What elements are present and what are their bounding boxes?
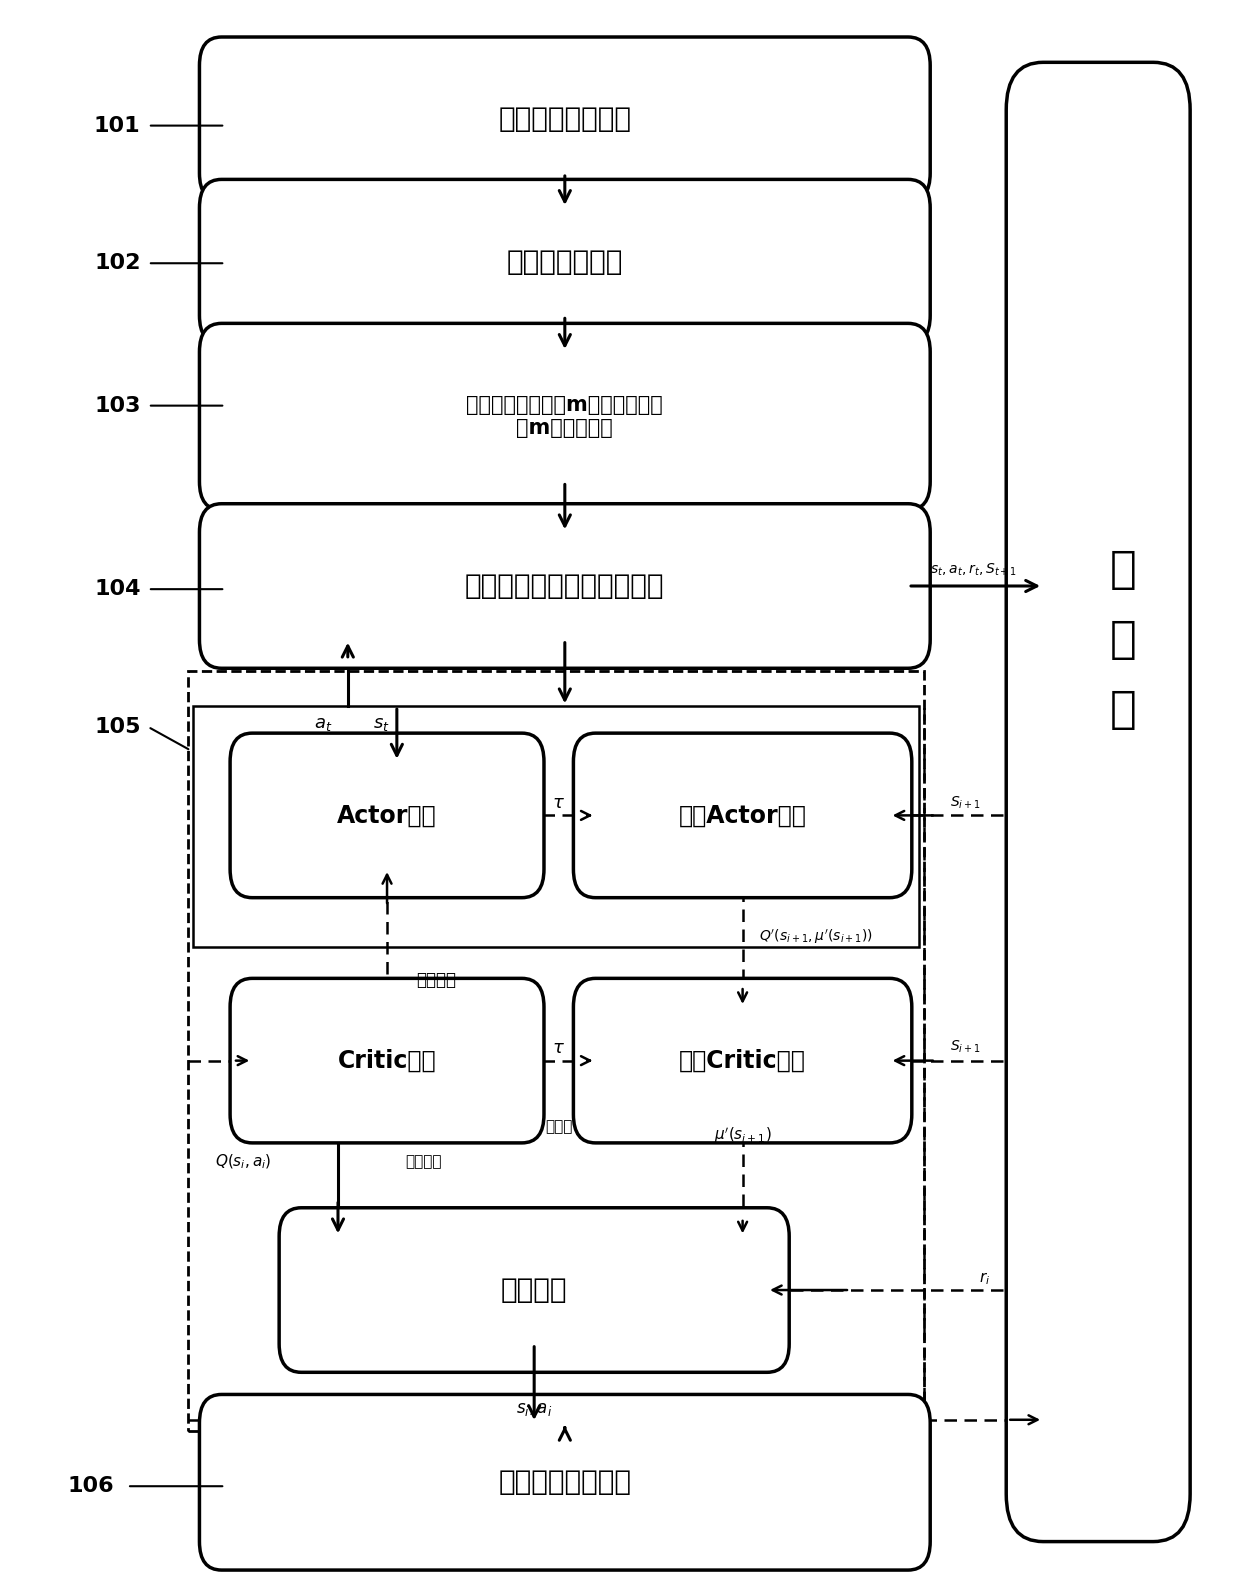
Text: $a_t$: $a_t$ <box>314 715 332 733</box>
FancyBboxPatch shape <box>200 179 930 343</box>
Text: 经
验
池: 经 验 池 <box>1110 547 1136 731</box>
Text: 初步筛选发电机: 初步筛选发电机 <box>507 247 622 276</box>
Text: 随机获取目标断面m编号及目标断
面m的传输功率: 随机获取目标断面m编号及目标断 面m的传输功率 <box>466 396 663 439</box>
FancyBboxPatch shape <box>573 978 911 1143</box>
Text: 精细筛选发电机与有功平衡: 精细筛选发电机与有功平衡 <box>465 571 665 600</box>
Text: 105: 105 <box>94 717 140 737</box>
Text: 调整电力系统潮流: 调整电力系统潮流 <box>498 1468 631 1497</box>
FancyBboxPatch shape <box>200 324 930 511</box>
Text: Actor网络: Actor网络 <box>337 803 436 827</box>
Text: 104: 104 <box>94 579 140 598</box>
Text: 103: 103 <box>94 396 140 415</box>
Text: $s_t$: $s_t$ <box>372 715 389 733</box>
FancyBboxPatch shape <box>200 1395 930 1570</box>
Text: Critic网络: Critic网络 <box>337 1049 436 1073</box>
Text: $\tau$: $\tau$ <box>552 1039 565 1057</box>
FancyBboxPatch shape <box>231 733 544 897</box>
Text: 101: 101 <box>94 115 140 136</box>
FancyBboxPatch shape <box>279 1208 789 1373</box>
FancyBboxPatch shape <box>573 733 911 897</box>
Text: 目标Actor网络: 目标Actor网络 <box>678 803 806 827</box>
Text: 102: 102 <box>94 254 140 273</box>
Text: $\tau$: $\tau$ <box>552 793 565 812</box>
Text: $Q(s_i, a_i)$: $Q(s_i, a_i)$ <box>216 1152 272 1171</box>
FancyBboxPatch shape <box>231 978 544 1143</box>
FancyBboxPatch shape <box>200 504 930 669</box>
Text: $S_{i+1}$: $S_{i+1}$ <box>950 1037 981 1055</box>
Text: $s_t, a_t, r_t, S_{t+1}$: $s_t, a_t, r_t, S_{t+1}$ <box>930 562 1017 578</box>
FancyBboxPatch shape <box>1006 62 1190 1542</box>
Text: $\mu'(s_{i+1})$: $\mu'(s_{i+1})$ <box>714 1125 771 1144</box>
Text: 软更新: 软更新 <box>546 1119 573 1135</box>
Text: 梯度下降: 梯度下降 <box>405 1154 443 1170</box>
Text: 损失函数: 损失函数 <box>501 1277 568 1304</box>
Text: $r_i$: $r_i$ <box>978 1270 990 1288</box>
Text: $S_{i+1}$: $S_{i+1}$ <box>950 795 981 811</box>
Text: 目标Critic网络: 目标Critic网络 <box>680 1049 806 1073</box>
Text: 策略梯度: 策略梯度 <box>417 970 456 990</box>
Text: $Q'(s_{i+1}, \mu'(s_{i+1}))$: $Q'(s_{i+1}, \mu'(s_{i+1}))$ <box>759 929 873 946</box>
Text: $s_i, a_i$: $s_i, a_i$ <box>516 1400 552 1417</box>
Text: 106: 106 <box>67 1476 114 1495</box>
Text: 输入训练目标信息: 输入训练目标信息 <box>498 105 631 134</box>
FancyBboxPatch shape <box>200 37 930 201</box>
